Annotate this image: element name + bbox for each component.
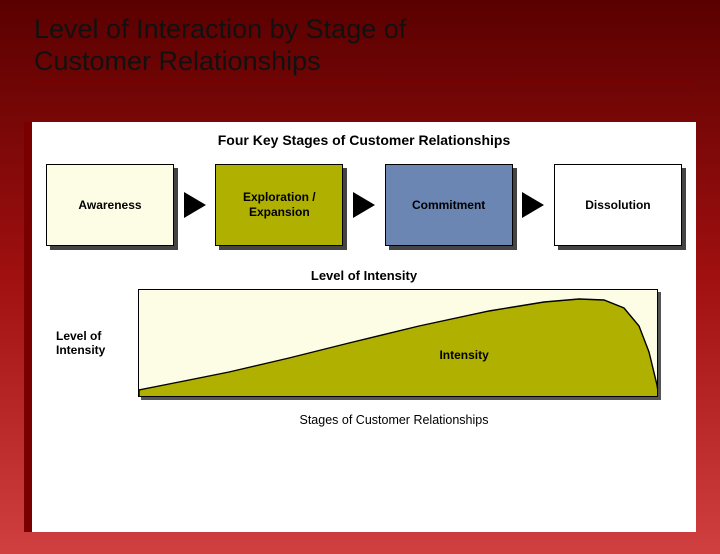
slide-title-line1: Level of Interaction by Stage of: [34, 14, 696, 46]
chart-title: Level of Intensity: [32, 268, 696, 283]
stage-awareness: Awareness: [46, 164, 174, 246]
arrow-icon: [184, 192, 206, 218]
title-rule: [34, 82, 696, 84]
chart-region: Level of Intensity Intensity: [32, 283, 696, 397]
stages-row: Awareness Exploration / Expansion Commit…: [32, 148, 696, 246]
arrow-icon: [522, 192, 544, 218]
chart-inside-label: Intensity: [439, 348, 488, 362]
stage-commitment: Commitment: [385, 164, 513, 246]
intensity-chart: Intensity: [138, 289, 658, 397]
chart-y-label: Level of Intensity: [56, 329, 138, 358]
title-block: Level of Interaction by Stage of Custome…: [34, 14, 696, 84]
arrow-icon: [353, 192, 375, 218]
stages-subtitle: Four Key Stages of Customer Relationship…: [32, 132, 696, 148]
slide-title-line2: Customer Relationships: [34, 46, 696, 78]
stage-exploration: Exploration / Expansion: [215, 164, 343, 246]
chart-x-label: Stages of Customer Relationships: [92, 413, 696, 427]
content-panel: Four Key Stages of Customer Relationship…: [24, 122, 696, 532]
stage-dissolution: Dissolution: [554, 164, 682, 246]
intensity-curve: [139, 290, 658, 397]
